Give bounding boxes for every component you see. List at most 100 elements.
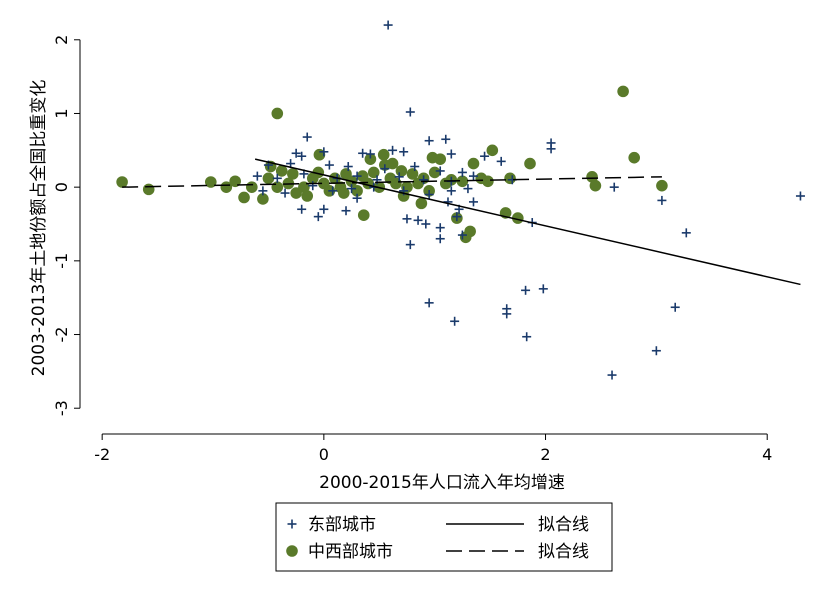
data-point-central-west [475, 172, 488, 185]
data-point-central-west [246, 181, 258, 193]
data-point-east [297, 151, 307, 161]
data-point-east [424, 190, 434, 200]
data-point-east [365, 149, 375, 159]
data-point-east [435, 234, 445, 244]
data-point-central-west [275, 165, 288, 177]
data-point-east [468, 171, 478, 181]
data-point-central-west [617, 85, 629, 98]
data-point-east [496, 156, 506, 166]
data-point-central-west [377, 148, 390, 161]
x-tick-label: 0 [319, 445, 329, 464]
data-point-central-west [589, 179, 602, 192]
data-point-central-west [504, 172, 516, 185]
data-point-east [435, 223, 445, 233]
plot-area [116, 20, 805, 380]
data-point-central-west [428, 166, 441, 179]
x-tick-label: 2 [540, 445, 550, 464]
data-point-east [380, 164, 390, 174]
data-point-east [297, 204, 307, 214]
data-point-east [681, 228, 691, 238]
data-point-central-west [257, 193, 269, 205]
data-point-east [538, 284, 548, 294]
data-point-central-west [426, 151, 439, 164]
data-point-east [609, 182, 619, 192]
data-point-east [328, 186, 338, 196]
x-axis-label: 2000-2015年人口流入年均增速 [319, 473, 565, 493]
y-tick-label: 2 [52, 35, 71, 45]
data-point-central-west [262, 172, 275, 185]
data-point-central-west [204, 176, 217, 188]
data-point-east [480, 151, 490, 161]
data-point-central-west [229, 175, 241, 188]
data-point-east [291, 148, 301, 158]
data-point-east [795, 191, 805, 201]
data-point-east [319, 147, 329, 157]
data-point-east [308, 181, 318, 191]
fit-line-central-west [122, 176, 662, 188]
data-point-central-west [364, 153, 377, 165]
legend-label: 中西部城市 [308, 542, 393, 562]
data-point-east [402, 214, 412, 224]
data-point-central-west [628, 151, 640, 164]
y-tick-label: 1 [52, 108, 71, 118]
y-axis-label: 2003-2013年土地份额占全国比重变化 [29, 80, 49, 377]
y-tick-label: -1 [52, 253, 71, 269]
data-point-central-west [116, 176, 128, 188]
legend-marker-central-west [286, 545, 298, 557]
data-point-central-west [656, 179, 668, 192]
data-point-central-west [301, 190, 314, 202]
data-point-east [452, 212, 462, 222]
data-point-central-west [312, 166, 325, 179]
data-point-east [657, 195, 667, 205]
axes: -3 -2 -1 0 1 2 -2 0 2 4 [52, 35, 772, 464]
data-point-east [463, 184, 473, 194]
data-point-east [441, 134, 451, 144]
data-point-east [352, 193, 362, 203]
data-point-east [419, 175, 429, 185]
data-point-east [405, 240, 415, 250]
data-point-east [343, 162, 353, 172]
data-point-east [651, 346, 661, 356]
data-point-central-west [467, 157, 480, 170]
data-point-east [468, 197, 478, 207]
data-point-central-west [395, 165, 408, 177]
data-point-east [258, 186, 268, 196]
data-point-east [607, 370, 617, 380]
data-point-central-west [287, 168, 299, 180]
data-point-central-west [142, 183, 155, 196]
data-point-central-west [386, 157, 399, 170]
x-tick-label: 4 [762, 445, 772, 464]
data-point-central-west [456, 175, 469, 188]
data-point-central-west [357, 209, 370, 221]
data-point-east [410, 162, 420, 172]
data-point-east [302, 132, 312, 142]
data-point-east [446, 186, 456, 196]
data-point-east [358, 148, 368, 158]
data-point-east [383, 20, 393, 30]
data-point-east [457, 167, 467, 177]
data-point-east [443, 197, 453, 207]
legend-label: 拟合线 [538, 515, 589, 535]
data-point-east [388, 145, 398, 155]
data-point-central-west [238, 191, 250, 204]
x-tick-label: -2 [94, 445, 110, 464]
data-point-east [413, 215, 423, 225]
legend-label: 东部城市 [308, 515, 376, 535]
data-point-east [347, 184, 357, 194]
data-point-east [280, 188, 290, 198]
fit-line-east [254, 158, 801, 286]
data-point-central-west [586, 171, 598, 183]
data-point-east [424, 298, 434, 308]
y-tick-label: 0 [52, 182, 71, 192]
data-point-central-west [524, 157, 536, 170]
data-point-east [450, 316, 460, 326]
legend-box [275, 502, 613, 572]
data-point-east [399, 147, 409, 157]
data-point-central-west [464, 225, 476, 238]
y-tick-label: -2 [52, 327, 71, 343]
data-point-east [252, 171, 262, 181]
data-point-east [424, 136, 434, 146]
